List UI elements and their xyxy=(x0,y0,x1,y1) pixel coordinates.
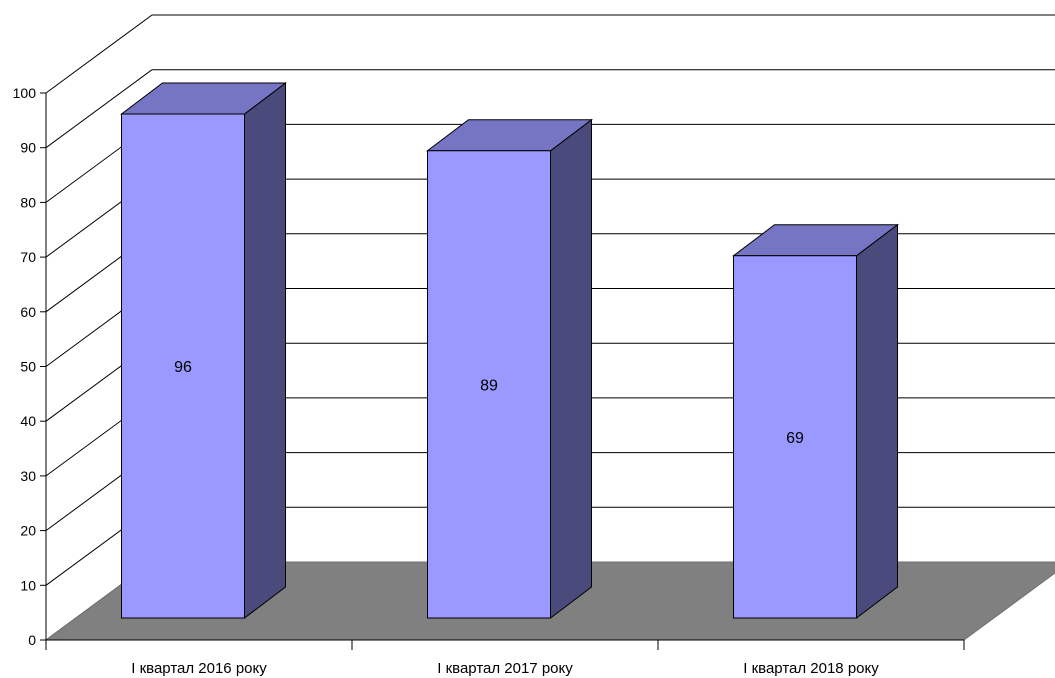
bar-2 xyxy=(426,118,593,620)
y-tick-label: 30 xyxy=(20,468,36,484)
y-tick-label: 90 xyxy=(20,140,36,156)
bar-side-face xyxy=(550,118,592,620)
data-label: 89 xyxy=(480,377,498,394)
y-tick-label: 40 xyxy=(20,413,36,429)
y-tick-label: 80 xyxy=(20,194,36,210)
bar-side-face xyxy=(856,223,898,620)
y-tick-label: 60 xyxy=(20,304,36,320)
y-tick-label: 70 xyxy=(20,249,36,265)
bars xyxy=(120,81,899,620)
labels: 0 10 20 30 40 50 60 70 80 90 100 I квартал 2016 рок… xyxy=(13,85,880,677)
data-label: 96 xyxy=(174,359,192,376)
y-tick-label: 10 xyxy=(20,577,36,593)
y-tick-label: 50 xyxy=(20,359,36,375)
bar-front-face xyxy=(427,150,551,619)
data-label: 69 xyxy=(786,430,804,447)
bar-1 xyxy=(120,81,287,620)
y-tick-label: 0 xyxy=(28,632,36,648)
x-category-label: I квартал 2016 року xyxy=(131,660,267,677)
x-category-label: I квартал 2018 року xyxy=(743,660,879,677)
bar-front-face xyxy=(733,255,857,619)
y-tick-label: 100 xyxy=(13,85,37,101)
y-tick-label: 20 xyxy=(20,523,36,539)
gridline-diagonal xyxy=(45,69,153,149)
gridline-diagonal xyxy=(45,14,153,94)
axes xyxy=(40,92,965,650)
bar-side-face xyxy=(244,81,286,620)
bar-3 xyxy=(732,223,899,620)
bar-front-face xyxy=(121,113,245,619)
chart-walls xyxy=(45,14,1055,94)
x-category-label: I квартал 2017 року xyxy=(437,660,573,677)
